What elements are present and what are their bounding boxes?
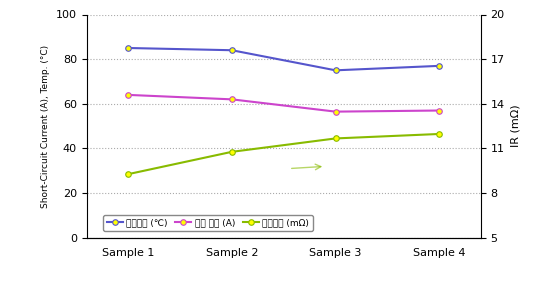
- 최고 전류 (A): [229, 98, 235, 101]
- 최고 전류 (A): [436, 109, 443, 112]
- 최고 전류 (A): [125, 93, 131, 97]
- Line: 최고 전류 (A): 최고 전류 (A): [125, 92, 442, 115]
- 최고온도 (℃): [229, 48, 235, 52]
- 내부저항 (mΩ): [436, 132, 443, 136]
- Line: 최고온도 (℃): 최고온도 (℃): [125, 45, 442, 73]
- Y-axis label: Short-Circuit Current (A), Temp. (°C): Short-Circuit Current (A), Temp. (°C): [41, 45, 50, 208]
- 내부저항 (mΩ): [332, 137, 339, 140]
- Y-axis label: IR (mΩ): IR (mΩ): [510, 105, 520, 147]
- Line: 내부저항 (mΩ): 내부저항 (mΩ): [125, 131, 442, 177]
- 최고온도 (℃): [125, 46, 131, 50]
- 내부저항 (mΩ): [125, 173, 131, 176]
- Legend: 최고온도 (℃), 최고 전류 (A), 내부저항 (mΩ): 최고온도 (℃), 최고 전류 (A), 내부저항 (mΩ): [103, 215, 313, 231]
- 최고 전류 (A): [332, 110, 339, 113]
- 최고온도 (℃): [436, 64, 443, 68]
- 최고온도 (℃): [332, 69, 339, 72]
- 내부저항 (mΩ): [229, 150, 235, 154]
